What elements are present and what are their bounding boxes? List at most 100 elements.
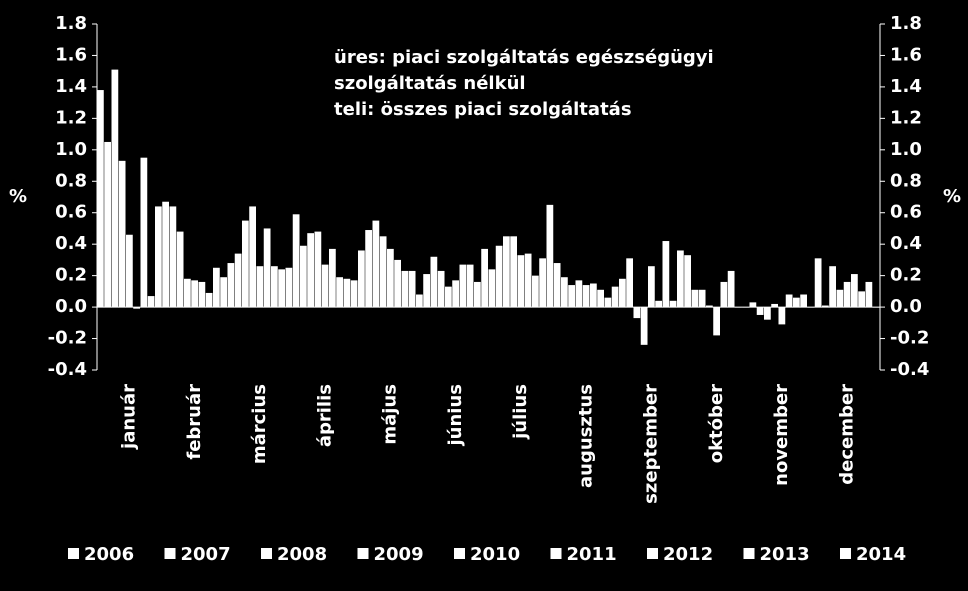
legend-label: 2013 [760,544,810,565]
bar [408,270,416,308]
bar [851,274,858,308]
y-tick-label: 1.8 [55,13,87,34]
bar [481,248,488,308]
y-axis-label: % [9,186,27,207]
bar [350,280,358,308]
bar [466,264,474,308]
y2-tick-label: 0.0 [890,296,922,317]
legend-swatch [743,548,755,559]
bar [793,297,800,308]
bar [249,206,256,308]
bar [191,280,198,308]
y2-tick-label: 0.6 [890,202,922,223]
bar [321,264,329,308]
bar [778,307,786,325]
bar [742,307,749,308]
bar [285,267,293,308]
y-tick-label: 0.4 [55,233,87,254]
bar [532,275,539,308]
bar [764,307,771,320]
bar [155,206,162,308]
legend-label: 2011 [567,544,617,565]
bar [691,289,699,308]
bar [735,307,742,308]
bar [292,214,300,308]
bar [503,236,510,308]
bar [836,289,844,308]
bar [437,270,445,308]
x-tick-label: június [445,384,466,447]
legend-swatch [164,548,176,559]
bar [771,303,778,308]
bar [756,307,764,315]
bar [271,266,278,308]
bar [459,264,467,308]
legend-swatch [647,548,658,559]
legend-label: 2006 [84,544,134,565]
bar [300,245,307,308]
legend-label: 2010 [470,544,520,565]
bar [590,283,597,308]
x-tick-label: július [510,384,531,440]
x-tick-label: március [249,384,270,464]
bar [387,248,394,308]
x-tick-label: szeptember [641,384,662,504]
bar [677,250,684,308]
y-tick-label: 0.8 [55,170,87,191]
x-tick-label: január [119,384,140,450]
bar [872,307,880,308]
bar [176,231,184,308]
annotation: szolgáltatás nélkül [334,73,526,94]
y-tick-label: 0.2 [55,265,87,286]
bar [785,294,793,308]
bar [582,285,590,308]
bar [604,297,612,308]
bar [640,307,648,345]
legend-swatch [68,548,79,559]
bar [343,278,351,308]
bar [858,291,865,308]
bar [865,281,873,308]
bar [401,270,409,308]
x-tick-label: november [771,384,792,486]
y2-tick-label: -0.2 [890,328,929,349]
bar [394,259,401,308]
bar [97,90,104,308]
bar [611,286,619,308]
y2-tick-label: 1.4 [890,76,922,97]
bar [162,201,169,308]
bar [329,248,336,308]
x-tick-label: augusztus [575,384,596,488]
bar [474,281,481,308]
y2-tick-label: 1.8 [890,13,922,34]
bar [807,307,815,308]
y2-tick-label: 0.2 [890,265,922,286]
y2-tick-label: 1.2 [890,107,922,128]
legend-swatch [261,548,272,559]
bar [727,270,735,308]
bar [430,256,438,308]
bar [495,245,503,308]
bar [800,294,807,308]
y2-tick-label: 0.4 [890,233,922,254]
bar [314,231,322,308]
bar [256,266,264,308]
bar [539,258,546,308]
y-tick-label: 1.0 [55,139,87,160]
bar [662,241,670,308]
legend-label: 2007 [181,544,231,565]
bar [184,278,191,308]
y-tick-label: 1.6 [55,44,87,65]
bar [452,280,459,308]
x-tick-label: október [706,384,727,463]
bar [626,258,633,308]
bar [227,263,235,308]
bar [546,204,554,308]
y-tick-label: 0.6 [55,202,87,223]
bar [510,236,517,308]
bar [118,160,126,308]
bar [749,302,757,308]
bar [561,277,568,308]
legend-label: 2009 [374,544,424,565]
